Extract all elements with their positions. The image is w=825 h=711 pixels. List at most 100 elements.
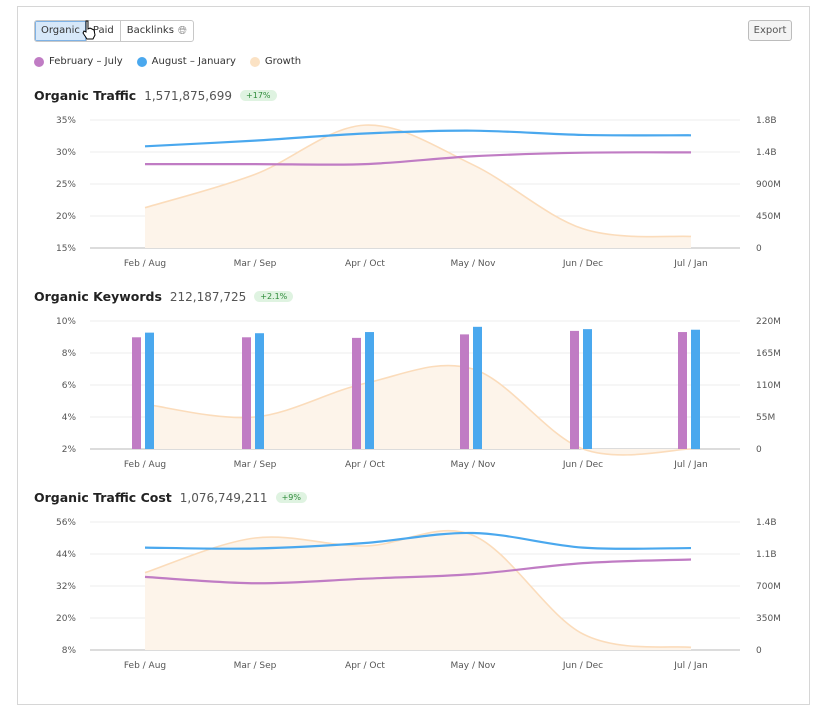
y-left-tick-label: 32% bbox=[56, 582, 76, 592]
y-right-tick-label: 350M bbox=[756, 614, 781, 624]
bar-aug-jan bbox=[583, 329, 592, 449]
x-tick-label: Feb / Aug bbox=[124, 259, 166, 269]
y-left-tick-label: 44% bbox=[56, 550, 76, 560]
y-left-tick-label: 15% bbox=[56, 244, 76, 254]
tab-organic[interactable]: Organic bbox=[35, 21, 87, 41]
cost-chart: 56% 1.4B 44% 1.1B 32% 700M 20% 350M 8% 0 Feb / Aug… bbox=[56, 518, 781, 671]
y-left-tick-label: 35% bbox=[56, 116, 76, 126]
legend-item-aug-jan[interactable]: August – January bbox=[136, 56, 236, 67]
bar-feb-jul bbox=[678, 332, 687, 449]
x-tick-label: Apr / Oct bbox=[345, 259, 385, 269]
y-left-tick-label: 4% bbox=[62, 413, 77, 423]
database-tabs: Organic Paid Backlinks 🌐︎ bbox=[34, 20, 194, 42]
x-tick-label: Feb / Aug bbox=[124, 460, 166, 470]
bar-feb-jul bbox=[570, 330, 579, 449]
y-left-tick-label: 8% bbox=[62, 646, 77, 656]
series-line-feb-jul bbox=[144, 558, 692, 585]
growth-area bbox=[145, 530, 691, 650]
y-left-tick-label: 56% bbox=[56, 518, 76, 528]
y-right-tick-label: 1.4B bbox=[756, 518, 777, 528]
legend-label-growth: Growth bbox=[264, 56, 302, 67]
cost-badge: +9% bbox=[275, 492, 307, 503]
series-line-aug-jan bbox=[144, 531, 692, 550]
x-tick-label: Jul / Jan bbox=[673, 460, 708, 470]
tab-backlinks[interactable]: Backlinks 🌐︎ bbox=[121, 21, 193, 41]
bar-aug-jan bbox=[691, 329, 700, 449]
growth-area bbox=[145, 125, 691, 248]
x-tick-label: May / Nov bbox=[451, 661, 497, 671]
y-left-tick-label: 2% bbox=[62, 445, 77, 455]
series-line-aug-jan bbox=[144, 129, 692, 148]
legend-dot-aug-jan bbox=[136, 56, 147, 67]
legend-item-growth[interactable]: Growth bbox=[249, 56, 302, 67]
y-right-tick-label: 700M bbox=[756, 582, 781, 592]
x-tick-label: Jun / Dec bbox=[562, 661, 603, 671]
x-tick-label: Apr / Oct bbox=[345, 661, 385, 671]
growth-area bbox=[145, 365, 691, 455]
bar-aug-jan bbox=[365, 332, 374, 449]
y-right-tick-label: 1.1B bbox=[756, 550, 777, 560]
tab-backlinks-label: Backlinks bbox=[126, 25, 174, 36]
y-right-tick-label: 0 bbox=[756, 445, 762, 455]
y-right-tick-label: 900M bbox=[756, 180, 781, 190]
x-tick-label: May / Nov bbox=[451, 460, 497, 470]
y-left-tick-label: 20% bbox=[56, 212, 76, 222]
y-right-tick-label: 450M bbox=[756, 212, 781, 222]
keywords-total: 212,187,725 bbox=[169, 289, 247, 304]
x-tick-label: Feb / Aug bbox=[124, 661, 166, 671]
tab-organic-label: Organic bbox=[41, 25, 80, 36]
y-right-tick-label: 0 bbox=[756, 244, 762, 254]
y-right-tick-label: 220M bbox=[756, 317, 781, 327]
legend-item-feb-jul[interactable]: February – July bbox=[34, 56, 123, 67]
legend-label-aug-jan: August – January bbox=[151, 56, 236, 67]
bar-aug-jan bbox=[145, 332, 154, 449]
bar-aug-jan bbox=[255, 333, 264, 449]
x-tick-label: May / Nov bbox=[451, 259, 497, 269]
bar-feb-jul bbox=[132, 337, 141, 449]
keywords-badge: +2.1% bbox=[254, 291, 294, 302]
cost-total: 1,076,749,211 bbox=[179, 490, 268, 505]
y-left-tick-label: 10% bbox=[56, 317, 76, 327]
legend: February – July August – January Growth bbox=[34, 56, 301, 67]
series-line-feb-jul bbox=[145, 151, 692, 166]
legend-label-feb-jul: February – July bbox=[49, 56, 123, 67]
x-tick-label: Mar / Sep bbox=[234, 661, 277, 671]
tab-paid[interactable]: Paid bbox=[87, 21, 121, 41]
cost-title: Organic Traffic Cost bbox=[34, 490, 172, 505]
legend-dot-feb-jul bbox=[34, 56, 44, 67]
hand-pointer-icon bbox=[82, 20, 96, 40]
traffic-chart: 35% 1.8B 30% 1.4B 25% 900M 20% 450M 15% 0 Feb / Au… bbox=[56, 116, 781, 269]
keywords-chart: 10% 220M 8% 165M 6% 110M 4% 55M 2% 0 Feb / Aug Mar … bbox=[56, 317, 781, 470]
x-tick-label: Mar / Sep bbox=[234, 259, 277, 269]
tab-paid-label: Paid bbox=[92, 25, 114, 36]
y-right-tick-label: 0 bbox=[756, 646, 762, 656]
traffic-header: Organic Traffic 1,571,875,699 +17% bbox=[34, 88, 277, 103]
bar-feb-jul bbox=[460, 334, 469, 449]
keywords-header: Organic Keywords 212,187,725 +2.1% bbox=[34, 289, 294, 304]
y-left-tick-label: 8% bbox=[62, 349, 77, 359]
bar-feb-jul bbox=[352, 337, 361, 449]
y-left-tick-label: 20% bbox=[56, 614, 76, 624]
growth-line bbox=[144, 530, 692, 649]
y-right-tick-label: 1.8B bbox=[756, 116, 777, 126]
growth-line bbox=[144, 124, 692, 238]
export-button[interactable]: Export bbox=[748, 20, 792, 41]
x-tick-label: Jun / Dec bbox=[562, 460, 603, 470]
y-right-tick-label: 165M bbox=[756, 349, 781, 359]
y-right-tick-label: 55M bbox=[756, 413, 775, 423]
y-right-tick-label: 110M bbox=[756, 381, 781, 391]
y-left-tick-label: 6% bbox=[62, 381, 77, 391]
traffic-total: 1,571,875,699 bbox=[144, 88, 233, 103]
bar-feb-jul bbox=[242, 337, 251, 449]
globe-icon: 🌐︎ bbox=[177, 24, 187, 37]
bar-aug-jan bbox=[473, 326, 482, 449]
y-left-tick-label: 30% bbox=[56, 148, 76, 158]
x-tick-label: Jun / Dec bbox=[562, 259, 603, 269]
cost-header: Organic Traffic Cost 1,076,749,211 +9% bbox=[34, 490, 307, 505]
x-tick-label: Jul / Jan bbox=[673, 661, 708, 671]
keywords-title: Organic Keywords bbox=[34, 289, 162, 304]
x-tick-label: Apr / Oct bbox=[345, 460, 385, 470]
traffic-title: Organic Traffic bbox=[34, 88, 137, 103]
x-tick-label: Mar / Sep bbox=[234, 460, 277, 470]
y-right-tick-label: 1.4B bbox=[756, 148, 777, 158]
